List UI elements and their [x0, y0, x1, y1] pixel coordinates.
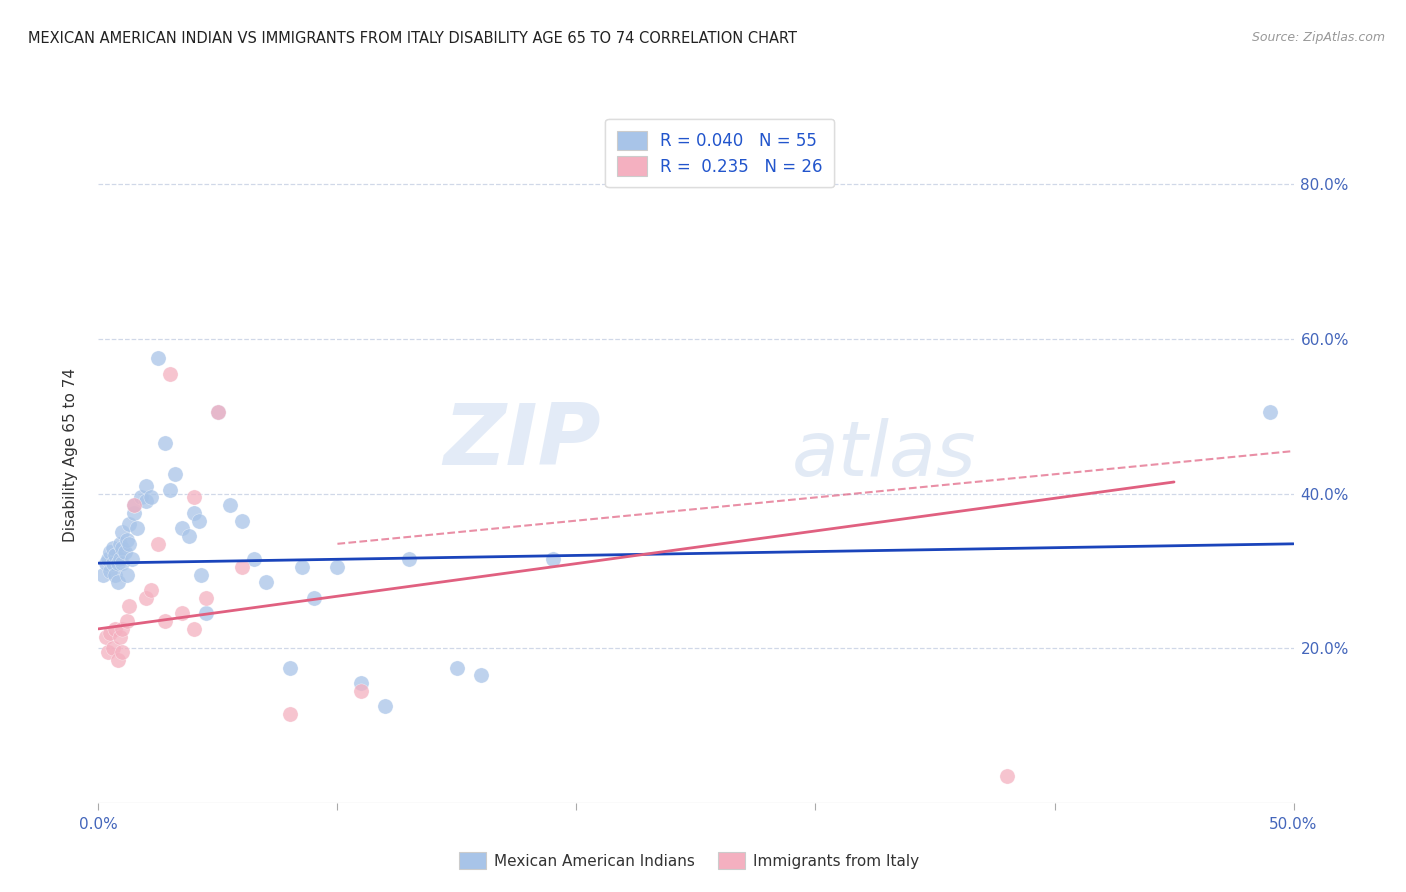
Point	[111, 622, 134, 636]
Point	[254, 575, 277, 590]
Point	[118, 599, 141, 613]
Point	[350, 676, 373, 690]
Point	[111, 645, 134, 659]
Point	[148, 351, 170, 366]
Text: ZIP: ZIP	[443, 400, 600, 483]
Point	[97, 645, 120, 659]
Point	[278, 706, 301, 721]
Point	[187, 514, 209, 528]
Point	[398, 552, 420, 566]
Point	[243, 552, 266, 566]
Point	[98, 625, 122, 640]
Point	[231, 514, 253, 528]
Point	[159, 483, 181, 497]
Point	[107, 575, 129, 590]
Point	[135, 494, 157, 508]
Point	[179, 529, 201, 543]
Point	[94, 556, 117, 570]
Point	[104, 567, 127, 582]
Point	[159, 367, 181, 381]
Point	[172, 607, 194, 621]
Point	[1258, 405, 1281, 419]
Point	[108, 537, 131, 551]
Point	[115, 533, 138, 547]
Point	[131, 491, 153, 505]
Point	[350, 683, 373, 698]
Point	[124, 498, 146, 512]
Point	[101, 541, 124, 555]
Point	[98, 544, 122, 558]
Point	[219, 498, 242, 512]
Point	[124, 506, 146, 520]
Point	[194, 591, 218, 605]
Point	[118, 517, 141, 532]
Point	[163, 467, 186, 482]
Point	[101, 641, 124, 656]
Text: atlas: atlas	[792, 418, 976, 491]
Point	[148, 537, 170, 551]
Legend: R = 0.040   N = 55, R =  0.235   N = 26: R = 0.040 N = 55, R = 0.235 N = 26	[606, 119, 834, 187]
Point	[118, 537, 141, 551]
Point	[108, 630, 131, 644]
Point	[111, 541, 134, 555]
Point	[124, 498, 146, 512]
Point	[194, 607, 218, 621]
Point	[374, 699, 396, 714]
Point	[326, 560, 349, 574]
Point	[155, 614, 177, 628]
Point	[172, 521, 194, 535]
Point	[94, 630, 117, 644]
Point	[302, 591, 325, 605]
Point	[190, 567, 212, 582]
Point	[101, 556, 124, 570]
Point	[111, 556, 134, 570]
Point	[995, 769, 1018, 783]
Point	[207, 405, 229, 419]
Point	[108, 552, 131, 566]
Point	[115, 567, 138, 582]
Text: MEXICAN AMERICAN INDIAN VS IMMIGRANTS FROM ITALY DISABILITY AGE 65 TO 74 CORRELA: MEXICAN AMERICAN INDIAN VS IMMIGRANTS FR…	[28, 31, 797, 46]
Y-axis label: Disability Age 65 to 74: Disability Age 65 to 74	[63, 368, 77, 542]
Point	[231, 560, 253, 574]
Point	[470, 668, 492, 682]
Point	[107, 653, 129, 667]
Point	[291, 560, 314, 574]
Point	[207, 405, 229, 419]
Text: Source: ZipAtlas.com: Source: ZipAtlas.com	[1251, 31, 1385, 45]
Point	[155, 436, 177, 450]
Point	[104, 549, 127, 563]
Point	[139, 583, 162, 598]
Point	[183, 622, 205, 636]
Legend: Mexican American Indians, Immigrants from Italy: Mexican American Indians, Immigrants fro…	[453, 846, 925, 875]
Point	[98, 564, 122, 578]
Point	[104, 622, 127, 636]
Point	[107, 556, 129, 570]
Point	[278, 660, 301, 674]
Point	[111, 525, 134, 540]
Point	[541, 552, 564, 566]
Point	[115, 614, 138, 628]
Point	[114, 544, 136, 558]
Point	[183, 491, 205, 505]
Point	[135, 479, 157, 493]
Point	[139, 491, 162, 505]
Point	[183, 506, 205, 520]
Point	[97, 552, 120, 566]
Point	[121, 552, 143, 566]
Point	[125, 521, 148, 535]
Point	[135, 591, 157, 605]
Point	[91, 567, 114, 582]
Point	[446, 660, 468, 674]
